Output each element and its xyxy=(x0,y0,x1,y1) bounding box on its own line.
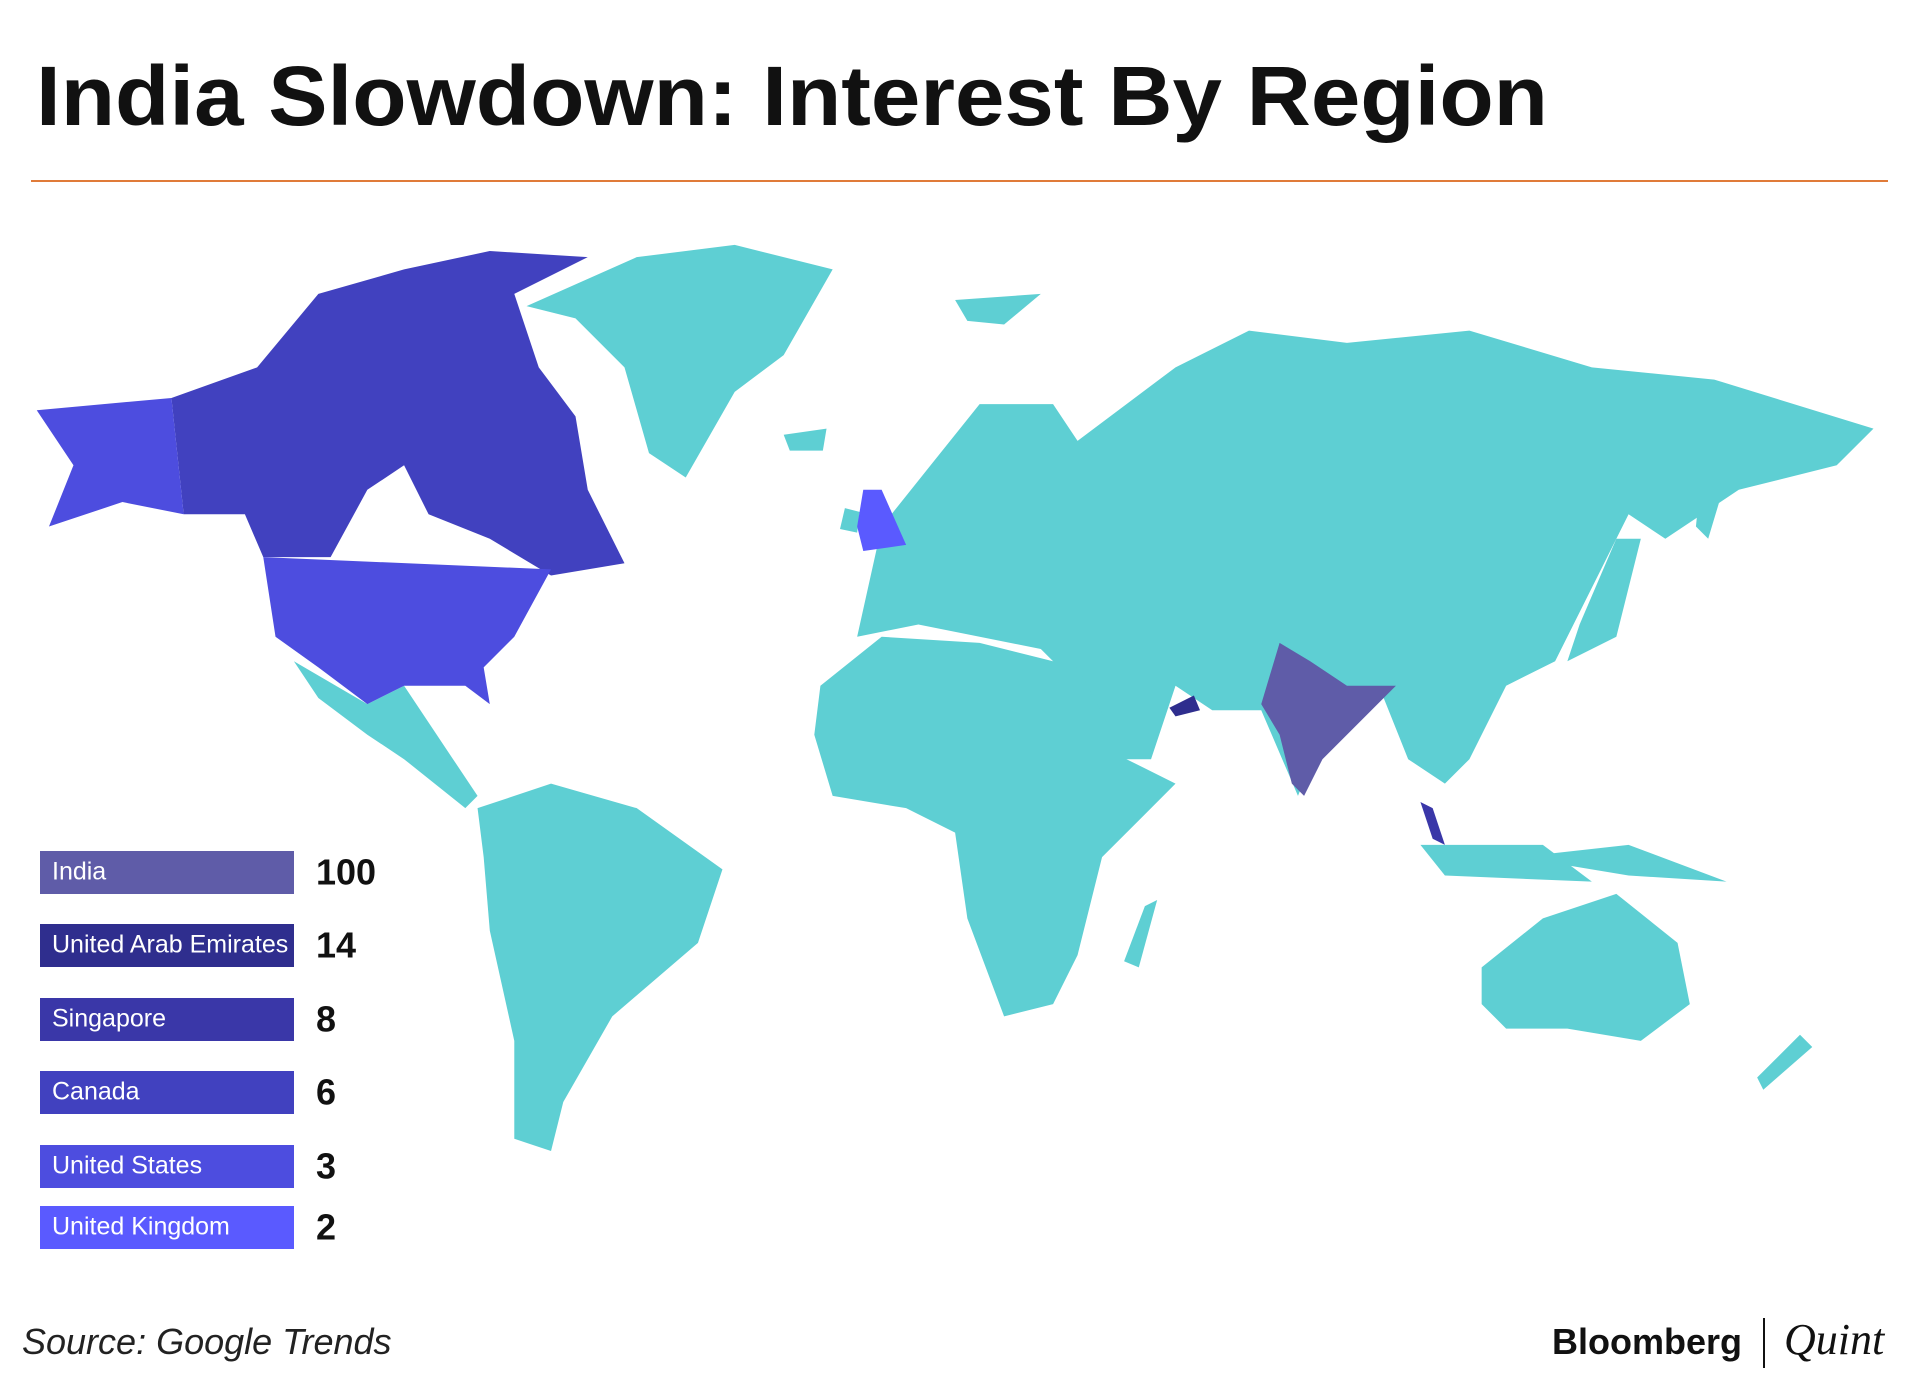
highlighted-country xyxy=(36,397,552,705)
legend-value: 100 xyxy=(316,852,376,893)
legend-swatch xyxy=(40,998,294,1041)
legend-label: Singapore xyxy=(52,1005,166,1033)
country xyxy=(1518,844,1727,882)
highlighted-country xyxy=(1169,695,1201,717)
brand-quint: Quint xyxy=(1784,1315,1886,1364)
country xyxy=(293,661,478,809)
highlighted-country xyxy=(171,251,625,576)
legend-swatch xyxy=(40,1145,294,1188)
legend-swatch xyxy=(40,1206,294,1249)
legend-label: Canada xyxy=(52,1078,140,1106)
country xyxy=(783,428,827,451)
world-map xyxy=(36,244,1874,1152)
country xyxy=(840,508,860,533)
country xyxy=(857,330,1874,796)
legend-value: 14 xyxy=(316,925,356,966)
legend-label: United Arab Emirates xyxy=(52,931,288,959)
country xyxy=(814,636,1176,1017)
highlighted-country xyxy=(857,489,907,552)
country xyxy=(955,293,1041,325)
country xyxy=(1124,900,1158,968)
highlighted-country xyxy=(1261,642,1396,796)
country xyxy=(526,244,833,478)
legend-value: 2 xyxy=(316,1207,336,1248)
land xyxy=(293,244,1874,1152)
legend: India 100 United Arab Emirates 14 Singapore 8… xyxy=(40,851,376,1249)
legend-value: 3 xyxy=(316,1146,336,1187)
country xyxy=(1695,465,1727,539)
legend-swatch xyxy=(40,924,294,967)
country xyxy=(477,783,723,1152)
legend-label: United Kingdom xyxy=(52,1213,230,1241)
country xyxy=(1567,538,1641,662)
country xyxy=(1757,1034,1813,1090)
legend-label: India xyxy=(52,858,106,886)
title: India Slowdown: Interest By Region xyxy=(36,49,1548,143)
country xyxy=(1481,893,1690,1041)
brand-bloomberg: Bloomberg xyxy=(1552,1321,1742,1362)
legend-swatch xyxy=(40,1071,294,1114)
legend-value: 6 xyxy=(316,1072,336,1113)
source: Source: Google Trends xyxy=(22,1321,392,1362)
legend-swatch xyxy=(40,851,294,894)
legend-label: United States xyxy=(52,1152,202,1180)
highlighted-country xyxy=(1420,802,1445,845)
legend-value: 8 xyxy=(316,999,336,1040)
